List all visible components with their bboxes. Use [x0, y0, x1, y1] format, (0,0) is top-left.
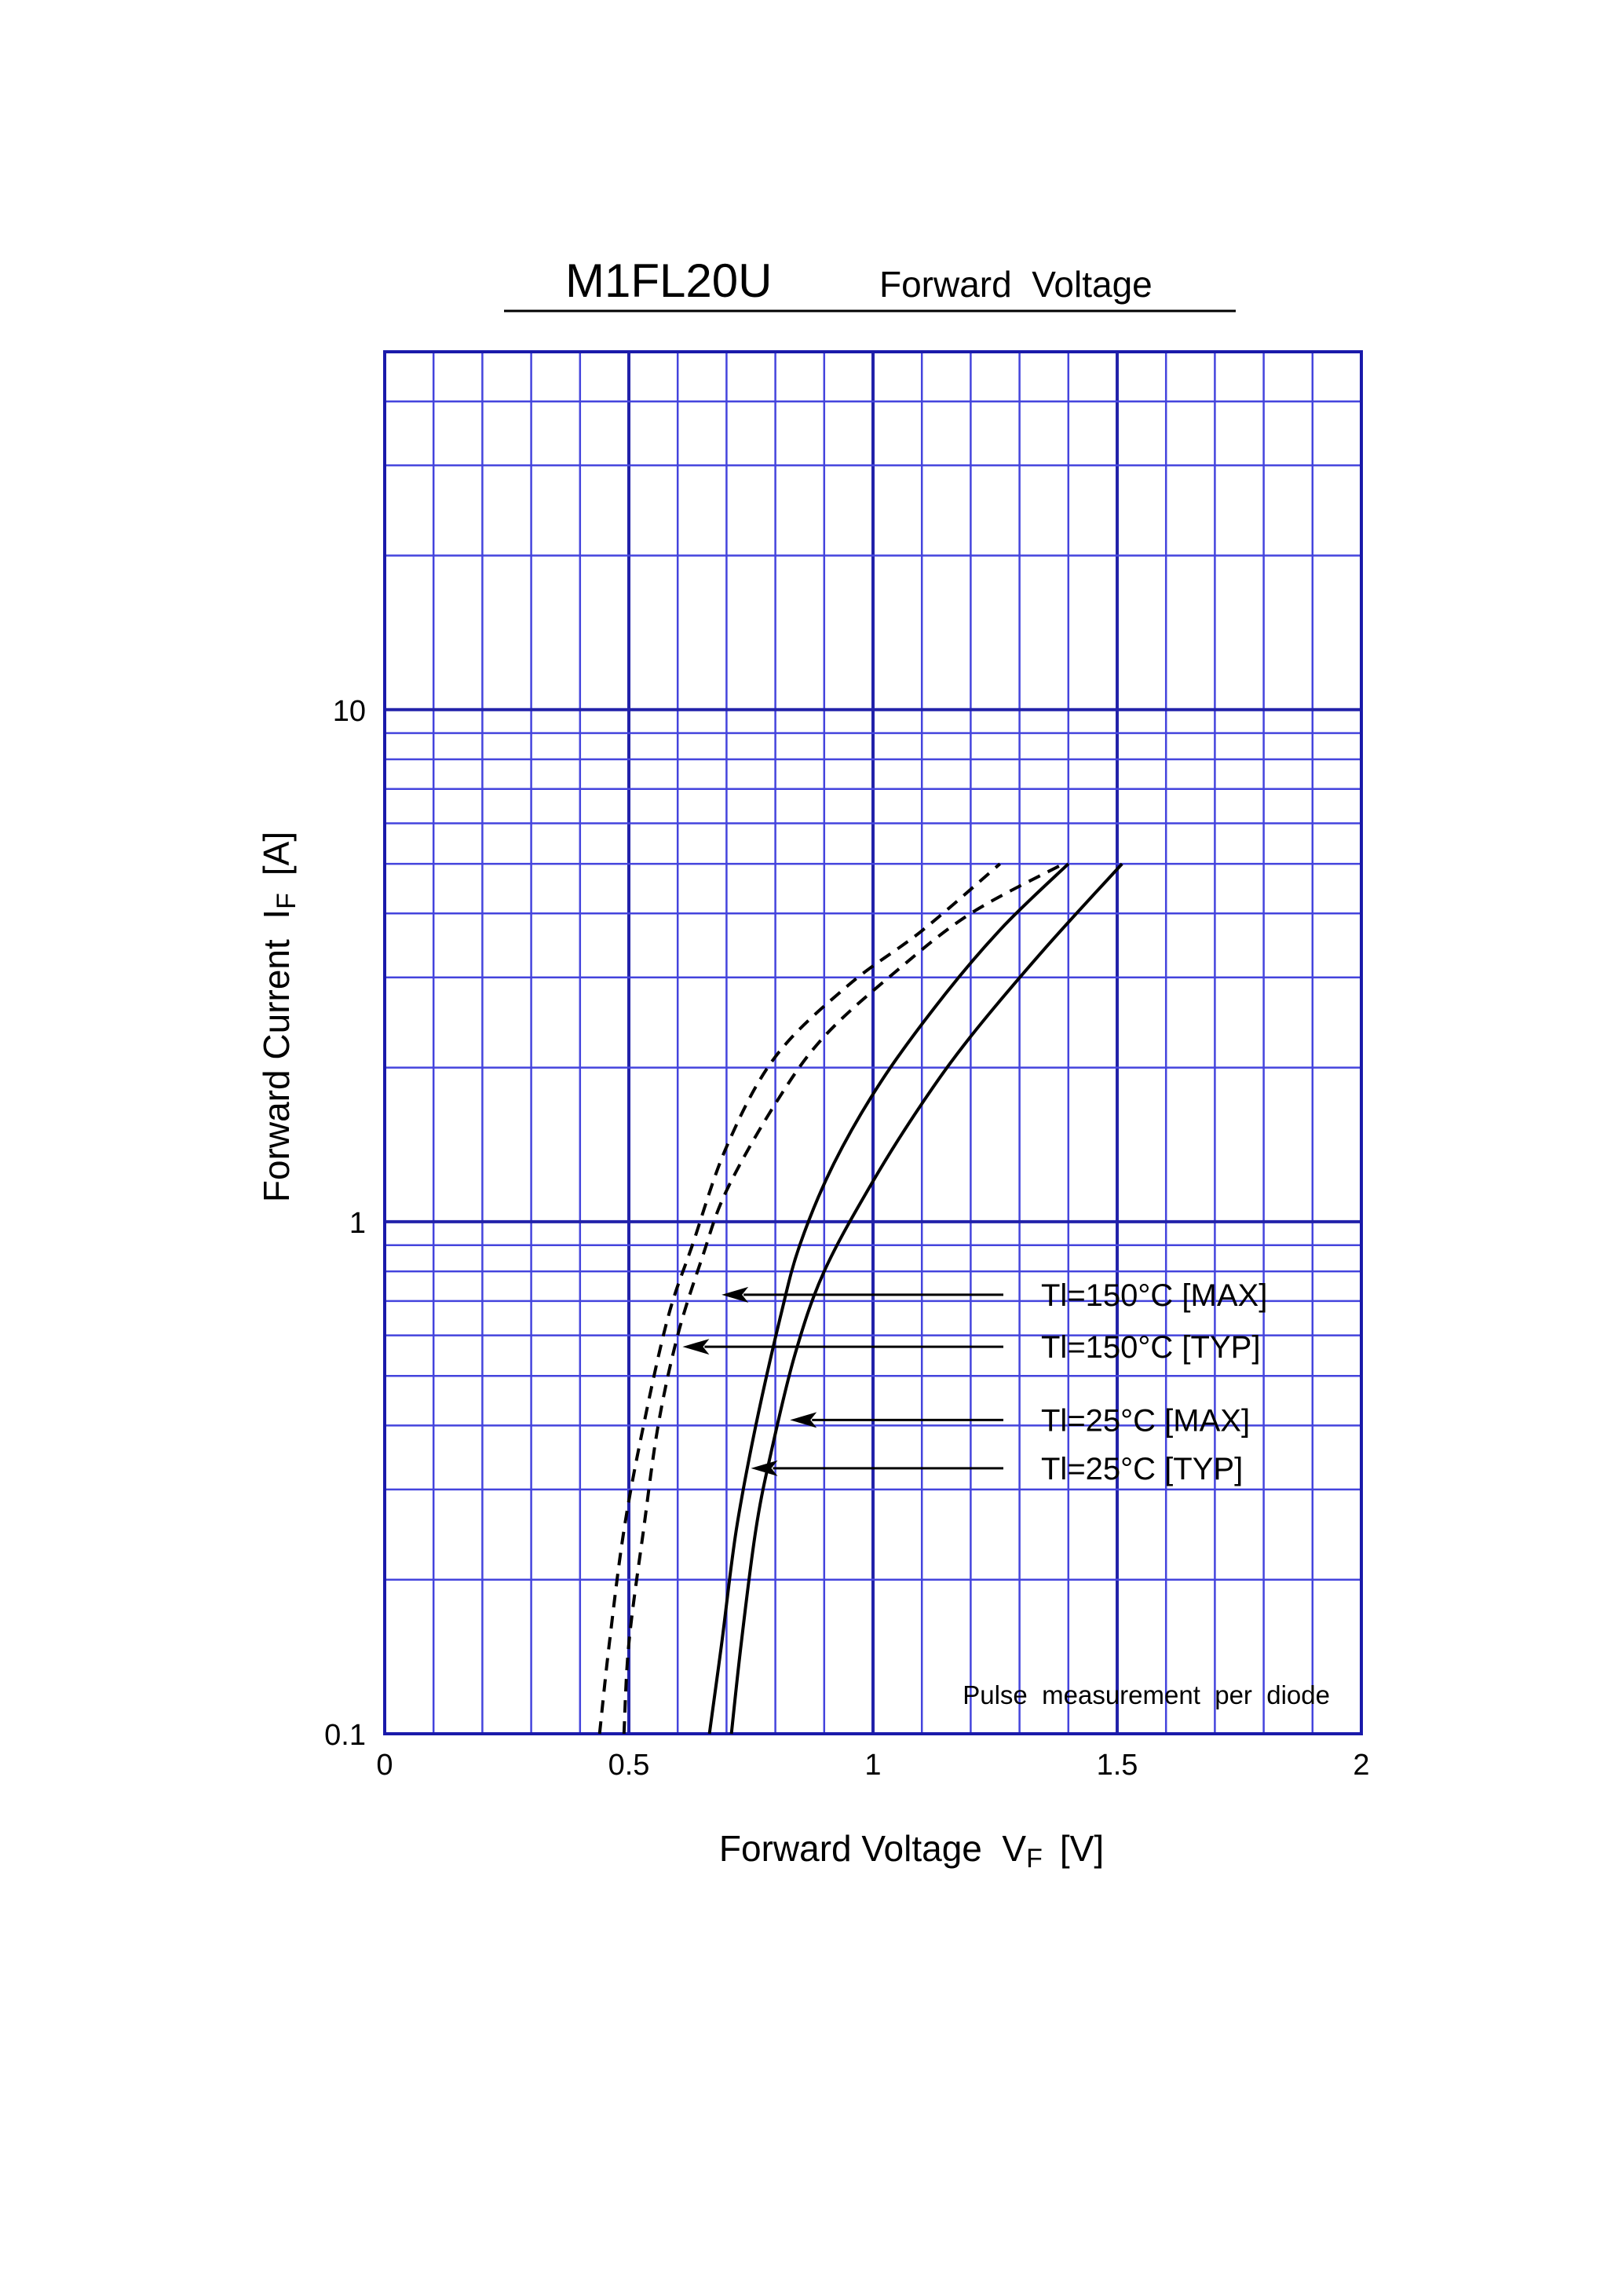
series-line — [597, 862, 1002, 1735]
annotation-arrow-head — [682, 1339, 710, 1355]
y-axis-label: Forward Current IF [A] — [256, 802, 301, 1253]
x-axis-label-unit: [V] — [1060, 1828, 1104, 1869]
curves — [597, 862, 1123, 1735]
x-tick-label: 2 — [1353, 1749, 1369, 1782]
x-tick-label: 1 — [864, 1749, 881, 1782]
tick-labels: 0 0.5 1 1.5 2 0.1 1 10 — [324, 695, 1369, 1782]
measurement-note: Pulse measurement per diode — [963, 1680, 1330, 1709]
annotation-label: Tl=25°C [TYP] — [1041, 1452, 1243, 1486]
annotation-arrow-head — [751, 1460, 778, 1476]
chart-subtitle: Forward Voltage — [879, 264, 1153, 305]
y-tick-label: 1 — [349, 1207, 366, 1240]
y-tick-label: 0.1 — [324, 1719, 366, 1752]
annotation-arrow-head — [790, 1412, 817, 1428]
x-tick-label: 0 — [376, 1749, 393, 1782]
x-axis-label-main: Forward Voltage V — [719, 1828, 1027, 1869]
plot-frame — [383, 350, 1363, 1735]
x-axis-label: Forward Voltage VF [V] — [669, 1828, 1134, 1874]
annotation-label: Tl=150°C [TYP] — [1041, 1330, 1260, 1365]
series-line — [622, 862, 1065, 1735]
x-axis-label-subscript: F — [1026, 1844, 1043, 1874]
annotations: Tl=150°C [MAX] Tl=150°C [TYP] Tl=25°C [MAX… — [682, 1278, 1267, 1486]
annotation-label: Tl=25°C [MAX] — [1041, 1403, 1250, 1438]
annotation-label: Tl=150°C [MAX] — [1041, 1278, 1267, 1313]
x-tick-label: 1.5 — [1097, 1749, 1138, 1782]
series-line — [729, 862, 1123, 1735]
series-line — [707, 862, 1070, 1735]
annotation-arrow-head — [721, 1286, 749, 1303]
y-axis-label-subscript: F — [272, 893, 301, 909]
x-tick-label: 0.5 — [608, 1749, 650, 1782]
grid — [385, 352, 1361, 1734]
y-tick-label: 10 — [333, 695, 366, 728]
y-axis-label-unit: [A] — [256, 832, 297, 876]
chart-title-part-number: M1FL20U — [565, 254, 772, 307]
y-axis-label-main: Forward Current I — [256, 909, 297, 1202]
